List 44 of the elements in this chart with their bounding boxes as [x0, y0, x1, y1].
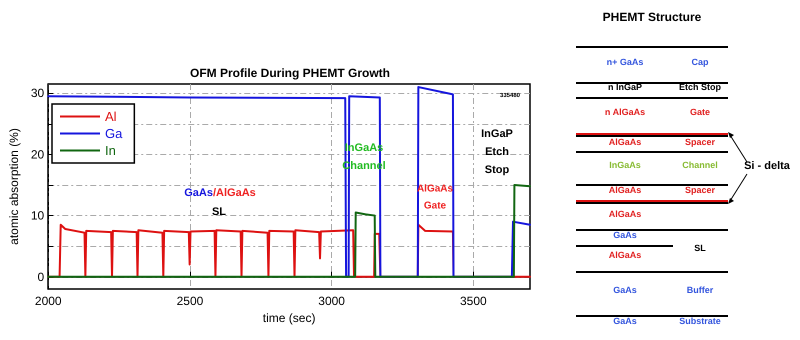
text: AlGaAs [608, 250, 642, 260]
annotation: Gate [424, 200, 447, 212]
legend-label: Al [105, 109, 117, 124]
annotation: GaAs/AlGaAs [184, 187, 256, 199]
text: Spacer [684, 137, 716, 147]
legend-label: In [105, 143, 116, 158]
line-series [47, 86, 531, 278]
annotation: SL [212, 206, 226, 218]
text: Channel [681, 160, 719, 170]
y-axis-title: atomic absorption (%) [7, 128, 21, 245]
x-tick-label: 2000 [34, 294, 62, 308]
text: Spacer [684, 185, 716, 195]
legend-label: Ga [105, 126, 124, 141]
x-tick-label: 2500 [176, 294, 204, 308]
x-axis-title: time (sec) [262, 310, 316, 325]
y-tick-label: 30 [30, 86, 45, 100]
x-tick-label: 3000 [318, 294, 346, 308]
line-series [47, 184, 531, 278]
x-tick-label: 3500 [460, 294, 487, 308]
text: Si - delta [743, 160, 791, 172]
text: GaAs [612, 230, 638, 240]
text: AlGaAs [608, 209, 642, 219]
text: Cap [690, 57, 710, 67]
annotation: Stop [484, 164, 510, 176]
y-tick-label: 20 [30, 147, 45, 162]
text: Gate [688, 107, 711, 117]
text: GaAs [612, 316, 638, 326]
text: InGaAs [608, 160, 642, 170]
y-tick-label: 10 [30, 208, 45, 223]
text: SL [693, 243, 707, 253]
text: n AlGaAs [604, 107, 646, 117]
chart-title: OFM Profile During PHEMT Growth [190, 66, 390, 80]
y-tick-label: 0 [38, 270, 45, 284]
text: Substrate [678, 316, 722, 326]
annotation: InGaP [481, 128, 513, 140]
text: Etch Stop [678, 82, 722, 92]
text: PHEMT Structure [602, 10, 702, 24]
text: AlGaAs [608, 185, 642, 195]
text: Buffer [686, 285, 714, 295]
text: n+ GaAs [606, 57, 644, 67]
text: GaAs [612, 285, 638, 295]
text: AlGaAs [608, 137, 642, 147]
annotation: Etch [485, 146, 510, 158]
text: n InGaP [606, 82, 643, 92]
